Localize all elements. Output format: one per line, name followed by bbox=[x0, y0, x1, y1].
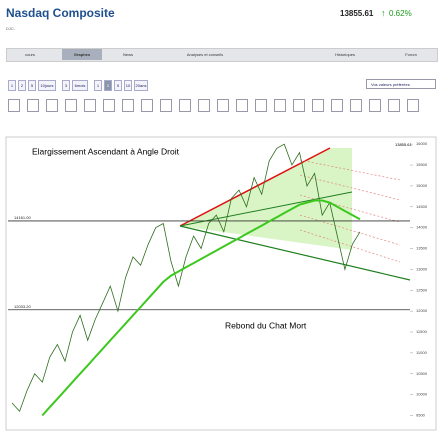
tool-button[interactable] bbox=[46, 99, 58, 112]
y-tick-label: 14000 bbox=[416, 225, 428, 230]
tab[interactable]: Analyses et conseils bbox=[186, 52, 224, 57]
series-line bbox=[11, 143, 361, 413]
arrow: ↑ bbox=[381, 8, 386, 18]
tool-button[interactable] bbox=[160, 99, 172, 112]
subtitle: DJC- bbox=[6, 26, 16, 31]
y-tick-label: 15000 bbox=[416, 183, 428, 188]
y-tick-label: 11500 bbox=[416, 329, 428, 334]
period-button[interactable]: 2 bbox=[18, 80, 26, 91]
annotation: Rebond du Chat Mort bbox=[225, 320, 307, 330]
period-button[interactable]: 6mois bbox=[72, 80, 88, 91]
axis-title: 13855.61 bbox=[395, 142, 412, 147]
period-button[interactable]: 1 bbox=[8, 80, 16, 91]
tool-button[interactable] bbox=[217, 99, 229, 112]
y-tick-label: 13000 bbox=[416, 266, 428, 271]
watchlist[interactable]: Vos valeurs préférées bbox=[366, 79, 436, 89]
trend-green-2 bbox=[179, 191, 353, 227]
y-tick-label: 16000 bbox=[416, 141, 428, 146]
tab[interactable]: Graphes bbox=[62, 49, 102, 60]
tool-button[interactable] bbox=[388, 99, 400, 112]
period-button[interactable]: 1 bbox=[94, 80, 102, 91]
level-label: 12033.20 bbox=[14, 304, 31, 309]
period-button[interactable]: 20ans bbox=[134, 80, 148, 91]
y-tick-label: 10500 bbox=[416, 371, 428, 376]
change: 0.62% bbox=[389, 9, 412, 18]
tool-button[interactable] bbox=[255, 99, 267, 112]
tab-bar bbox=[6, 48, 438, 62]
tool-button[interactable] bbox=[331, 99, 343, 112]
pattern-zone bbox=[180, 148, 352, 250]
period-button[interactable]: 5 bbox=[28, 80, 36, 91]
period-button[interactable]: 3 bbox=[62, 80, 70, 91]
y-tick-label: 13500 bbox=[416, 246, 428, 251]
title: Nasdaq Composite bbox=[6, 6, 115, 20]
tool-button[interactable] bbox=[407, 99, 419, 112]
y-tick-label: 11000 bbox=[416, 350, 428, 355]
chart-frame bbox=[5, 136, 437, 431]
price: 13855.61 bbox=[340, 9, 374, 18]
tool-button[interactable] bbox=[27, 99, 39, 112]
level-label: 14161.00 bbox=[14, 215, 31, 220]
y-tick-label: 12500 bbox=[416, 287, 428, 292]
tool-button[interactable] bbox=[84, 99, 96, 112]
y-tick-label: 10000 bbox=[416, 392, 428, 397]
y-tick-label: 12000 bbox=[416, 308, 428, 313]
tool-button[interactable] bbox=[274, 99, 286, 112]
period-button[interactable]: 5 bbox=[114, 80, 122, 91]
y-tick-label: 9500 bbox=[416, 413, 426, 418]
tool-button[interactable] bbox=[122, 99, 134, 112]
period-button[interactable]: 10 bbox=[124, 80, 132, 91]
tool-button[interactable] bbox=[65, 99, 77, 112]
tab[interactable]: Forum bbox=[405, 52, 417, 57]
tool-button[interactable] bbox=[179, 99, 191, 112]
tool-button[interactable] bbox=[198, 99, 210, 112]
tab[interactable]: cours bbox=[25, 52, 35, 57]
tool-button[interactable] bbox=[350, 99, 362, 112]
tool-button[interactable] bbox=[236, 99, 248, 112]
period-button[interactable]: 10jours bbox=[38, 80, 56, 91]
tool-button[interactable] bbox=[8, 99, 20, 112]
tool-button[interactable] bbox=[293, 99, 305, 112]
tool-button[interactable] bbox=[141, 99, 153, 112]
tool-button[interactable] bbox=[369, 99, 381, 112]
series-line bbox=[41, 199, 361, 417]
annotation: Elargissement Ascendant à Angle Droit bbox=[32, 146, 180, 156]
period-button[interactable]: 2 bbox=[104, 80, 112, 91]
tool-button[interactable] bbox=[312, 99, 324, 112]
trend-green bbox=[179, 225, 411, 281]
tab[interactable]: Historiques bbox=[334, 52, 355, 57]
y-tick-label: 14500 bbox=[416, 204, 428, 209]
tab[interactable]: News bbox=[122, 52, 133, 57]
tool-button[interactable] bbox=[103, 99, 115, 112]
y-tick-label: 15500 bbox=[416, 162, 428, 167]
